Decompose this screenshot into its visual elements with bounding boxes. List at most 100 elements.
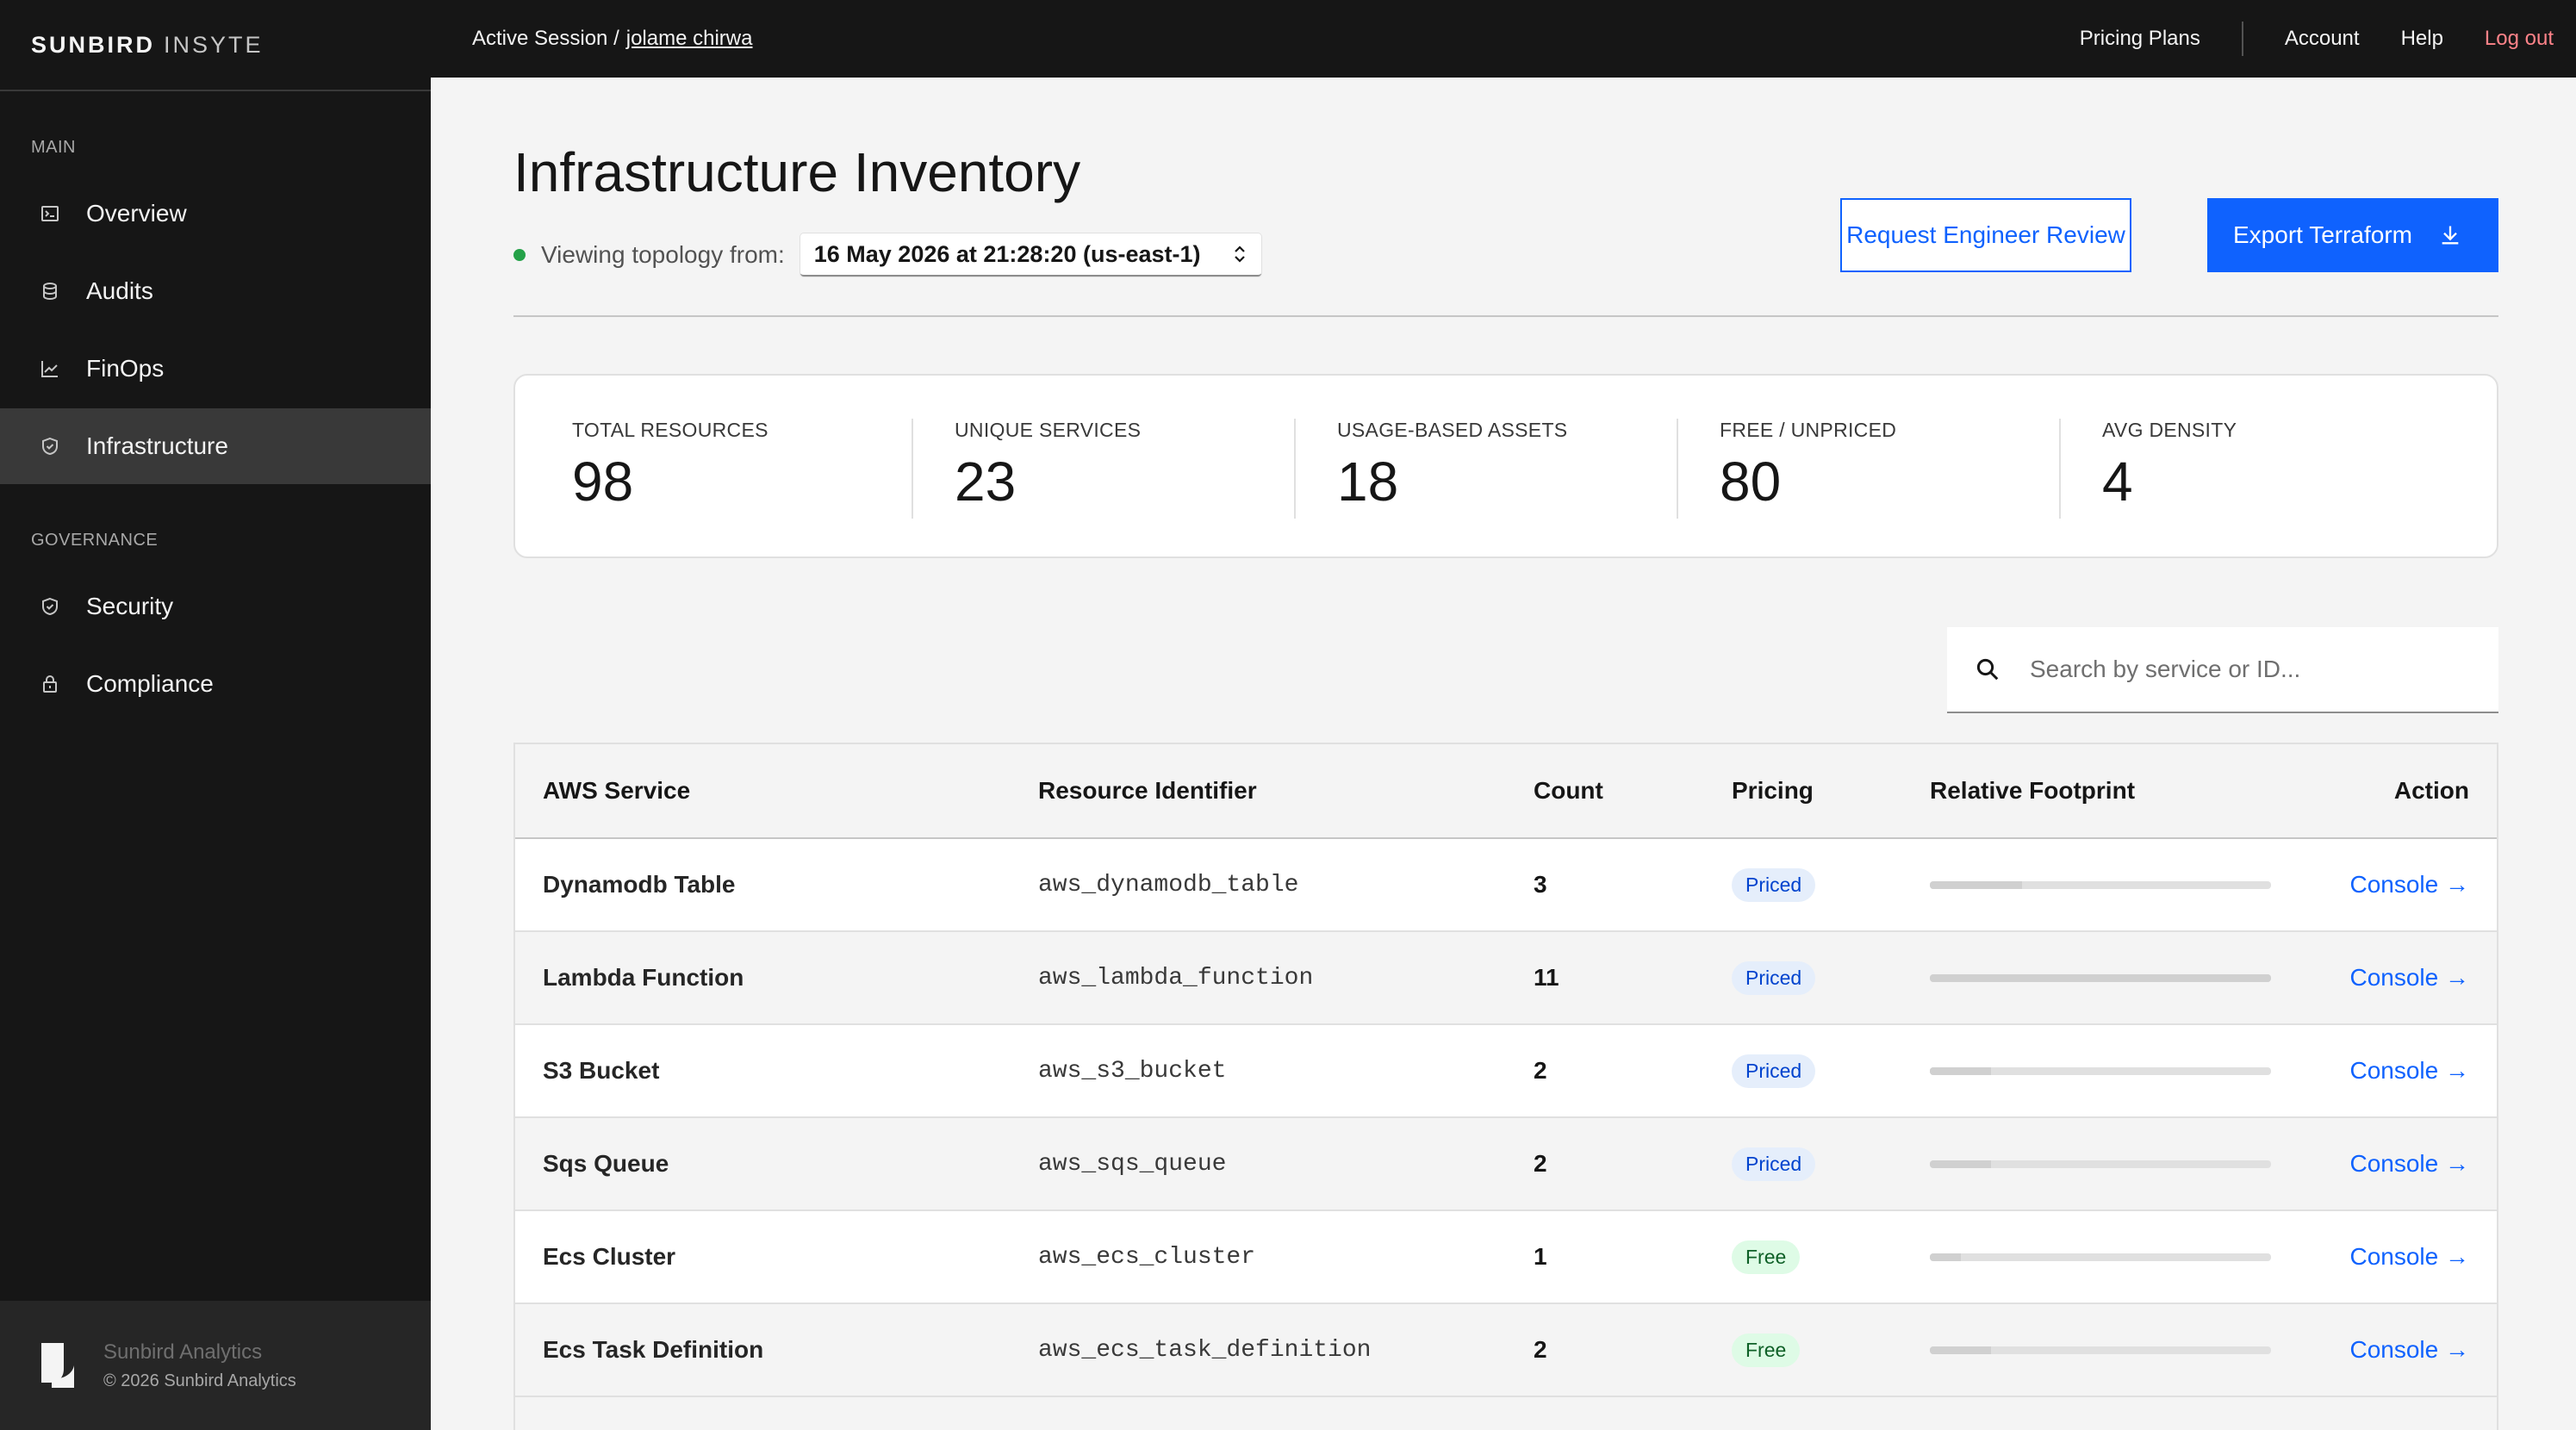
sidebar-footer: Sunbird Analytics © 2026 Sunbird Analyti… [0,1301,431,1430]
topology-value: 16 May 2026 at 21:28:20 (us-east-1) [813,240,1201,267]
stat-label: USAGE-BASED ASSETS [1337,419,1568,441]
stat-divider [2059,419,2061,519]
console-link[interactable]: Console → [2349,1150,2469,1177]
sidebar-item-infrastructure[interactable]: Infrastructure [0,408,431,484]
footprint-bar-fill [1930,1160,1992,1168]
table-row[interactable]: Ecs Task Definition aws_ecs_task_definiti… [515,1304,2497,1397]
table-row[interactable]: Dynamodb Table aws_dynamodb_table 3 Priced C… [515,839,2497,932]
cell-footprint [1930,1025,2271,1116]
col-header-footprint[interactable]: Relative Footprint [1930,777,2136,804]
footprint-bar [1930,1253,2271,1261]
console-link[interactable]: Console → [2349,1243,2469,1270]
session-breadcrumb: Active Session / jolame chirwa [472,0,752,78]
cell-footprint [1930,932,2271,1023]
logout-link[interactable]: Log out [2484,27,2554,50]
sidebar: SUNBIRD INSYTE MAIN Overview Audits FinO… [0,0,431,1430]
topology-label: Viewing topology from: [541,241,785,268]
cell-count: 2 [1534,1336,1547,1363]
cell-count: 1 [1534,1243,1547,1270]
stat-value: 18 [1337,451,1399,513]
cell-action: Console → [2349,1118,2469,1209]
request-review-button[interactable]: Request Engineer Review [1840,198,2131,272]
help-link[interactable]: Help [2400,27,2443,50]
footprint-bar-fill [1930,880,2022,889]
pricing-plans-link[interactable]: Pricing Plans [2079,27,2200,50]
cell-count: 11 [1534,964,1559,991]
search-icon [1976,658,1999,681]
cell-service: Sqs Queue [543,1150,669,1177]
status-dot [513,249,526,261]
sidebar-item-label: Audits [86,277,153,304]
cell-action: Console → [2349,932,2469,1023]
export-terraform-button[interactable]: Export Terraform [2207,198,2498,272]
top-bar: Active Session / jolame chirwa Pricing P… [431,0,2576,78]
console-link[interactable]: Console → [2349,1057,2469,1084]
cell-service: S3 Bucket [543,1057,660,1084]
user-link[interactable]: jolame chirwa [625,27,753,50]
pricing-badge: Priced [1732,961,1816,995]
cell-service: Lambda Function [543,964,744,991]
pricing-badge: Priced [1732,867,1816,902]
cell-identifier: aws_ecs_cluster [1038,1243,1256,1271]
footprint-bar-fill [1930,1066,1992,1075]
footer-company: Sunbird Analytics [103,1340,263,1364]
sidebar-item-audits[interactable]: Audits [0,253,431,329]
console-link[interactable]: Console → [2349,871,2469,898]
page-title: Infrastructure Inventory [513,141,1081,203]
sidebar-item-label: Security [86,593,174,619]
table-header: AWS Service Resource Identifier Count Pr… [515,744,2497,839]
lock-icon [38,672,62,696]
cell-pricing: Free [1732,1304,1801,1396]
topology-select[interactable]: 16 May 2026 at 21:28:20 (us-east-1) [800,233,1261,277]
stat-avg-density: AVG DENSITY 4 [2102,419,2237,520]
table-row[interactable]: Lambda Function aws_lambda_function 11 Pric… [515,932,2497,1025]
account-link[interactable]: Account [2284,27,2360,50]
stats-card: TOTAL RESOURCES 98 UNIQUE SERVICES 23 US… [513,374,2498,558]
search-box [1947,627,2498,713]
stat-divider [1677,419,1678,519]
sidebar-item-label: Compliance [86,670,214,697]
stat-label: FREE / UNPRICED [1720,419,1897,441]
sidebar-item-finops[interactable]: FinOps [0,331,431,407]
sidebar-item-label: Overview [86,200,187,227]
stat-free-unpriced: FREE / UNPRICED 80 [1720,419,1896,520]
sidebar-item-compliance[interactable]: Compliance [0,646,431,722]
chevron-updown-icon [1232,245,1248,264]
top-links: Pricing Plans Account Help Log out [2080,0,2554,78]
stat-divider [1294,419,1296,519]
table-body: Dynamodb Table aws_dynamodb_table 3 Priced C… [515,839,2497,1397]
stat-label: AVG DENSITY [2102,419,2237,441]
col-header-service[interactable]: AWS Service [543,777,691,804]
stat-unique-services: UNIQUE SERVICES 23 [955,419,1141,520]
sidebar-item-overview[interactable]: Overview [0,176,431,252]
pricing-badge: Free [1732,1240,1801,1274]
table-row[interactable]: S3 Bucket aws_s3_bucket 2 Priced Console → [515,1025,2497,1118]
cell-pricing: Priced [1732,839,1816,930]
cell-action: Console → [2349,1211,2469,1303]
col-header-count[interactable]: Count [1534,777,1603,804]
table-row[interactable]: Ecs Cluster aws_ecs_cluster 1 Free Console → [515,1211,2497,1304]
nav-section-main: MAIN [31,138,76,157]
col-header-pricing[interactable]: Pricing [1732,777,1814,804]
console-link[interactable]: Console → [2349,1336,2469,1363]
session-label: Active Session / [472,27,619,50]
footprint-bar-fill [1930,1346,1992,1354]
chart-icon [38,357,62,381]
footer-copyright: © 2026 Sunbird Analytics [103,1371,296,1390]
top-divider [2241,22,2243,56]
shield-icon [38,594,62,619]
cell-pricing: Priced [1732,1118,1816,1209]
brand-logo[interactable]: SUNBIRD INSYTE [0,0,431,91]
footprint-bar [1930,880,2271,889]
stat-label: UNIQUE SERVICES [955,419,1142,441]
table-row[interactable]: Sqs Queue aws_sqs_queue 2 Priced Console → [515,1118,2497,1211]
console-link[interactable]: Console → [2349,964,2469,991]
col-header-identifier[interactable]: Resource Identifier [1038,777,1257,804]
sidebar-item-security[interactable]: Security [0,569,431,644]
cell-footprint [1930,1304,2271,1396]
inventory-table: AWS Service Resource Identifier Count Pr… [513,743,2498,1430]
search-input[interactable] [2028,655,2462,684]
stat-label: TOTAL RESOURCES [572,419,768,441]
footprint-bar [1930,973,2271,982]
cell-pricing: Free [1732,1211,1801,1303]
